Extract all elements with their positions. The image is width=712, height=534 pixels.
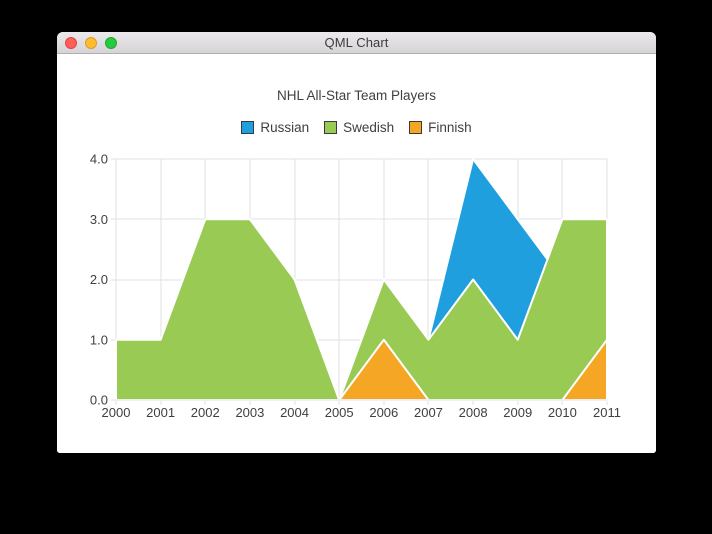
chart-plot-area: 0.0 1.0 2.0 3.0 4.0 2000 2001 2002 2003 2004 2005 2…	[90, 152, 621, 421]
chart-legend: Russian Swedish Finnish	[57, 120, 656, 135]
finnish-series-marker-icon	[409, 121, 423, 134]
x-axis-tick-label: 2007	[414, 405, 443, 420]
x-axis-tick-label: 2000	[102, 405, 131, 420]
area-series-swedish	[115, 218, 608, 401]
x-axis-tick-label: 2006	[369, 405, 398, 420]
swedish-series-marker-icon	[324, 121, 338, 134]
x-axis-tick-label: 2003	[235, 405, 264, 420]
y-axis-tick-label: 0.0	[90, 393, 108, 408]
minimize-button[interactable]	[85, 36, 97, 49]
russian-series-marker-icon	[241, 121, 255, 134]
legend-item-swedish: Swedish	[324, 120, 394, 135]
x-axis-tick-label: 2004	[280, 405, 309, 420]
legend-label-russian: Russian	[260, 120, 310, 135]
chart-view: 0.0 1.0 2.0 3.0 4.0 2000 2001 2002 2003 2004 2005 2…	[57, 54, 656, 453]
x-axis-tick-label: 2009	[503, 405, 532, 420]
x-axis-tick-label: 2005	[325, 405, 354, 420]
window-title: QML Chart	[324, 35, 389, 50]
chart-title: NHL All-Star Team Players	[276, 88, 437, 103]
zoom-button[interactable]	[105, 36, 117, 49]
x-axis-tick-label: 2002	[191, 405, 220, 420]
window-titlebar[interactable]: QML Chart	[57, 32, 656, 54]
traffic-lights	[65, 32, 117, 53]
x-axis-tick-label: 2011	[593, 405, 621, 420]
x-axis-tick-label: 2008	[459, 405, 488, 420]
legend-item-finnish: Finnish	[409, 120, 472, 135]
x-axis-tick-label: 2010	[548, 405, 577, 420]
axis-labels: 0.0 1.0 2.0 3.0 4.0 2000 2001 2002 2003 2004 2005 2…	[90, 152, 621, 421]
y-axis-tick-label: 2.0	[90, 272, 108, 287]
y-axis-tick-label: 4.0	[90, 152, 108, 167]
legend-item-russian: Russian	[241, 120, 309, 135]
legend-label-finnish: Finnish	[428, 120, 472, 135]
app-window: QML Chart 0.0 1.0 2.0 3.0 4.0 2000 2001 2002 200…	[57, 32, 656, 453]
y-axis-tick-label: 3.0	[90, 212, 108, 227]
close-button[interactable]	[65, 36, 77, 49]
legend-label-swedish: Swedish	[343, 120, 395, 135]
x-axis-tick-label: 2001	[146, 405, 175, 420]
y-axis-tick-label: 1.0	[90, 332, 108, 347]
